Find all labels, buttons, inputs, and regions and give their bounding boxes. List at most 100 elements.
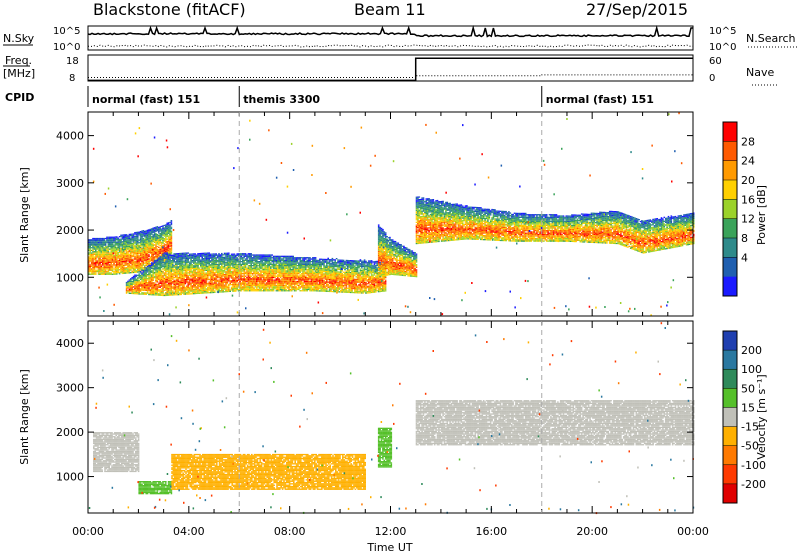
power-cell — [249, 274, 251, 276]
power-cell — [146, 277, 149, 280]
power-cell — [170, 283, 173, 286]
power-cell — [106, 247, 108, 249]
power-cell — [128, 261, 131, 263]
power-cell — [103, 273, 105, 275]
power-cell — [167, 282, 170, 284]
power-cell — [312, 269, 314, 271]
power-cell — [125, 292, 128, 294]
power-cell — [181, 292, 184, 294]
power-cell — [158, 266, 160, 268]
power-cell — [295, 259, 297, 261]
power-cell — [278, 280, 280, 283]
power-cell — [116, 258, 118, 261]
power-cell — [95, 265, 97, 267]
power-cell — [249, 265, 251, 267]
power-cell — [163, 228, 166, 230]
power-cell — [166, 284, 168, 286]
power-cell — [275, 280, 278, 283]
power-cell — [107, 244, 110, 246]
power-cell — [116, 273, 118, 275]
power-cell — [176, 280, 178, 283]
power-cell — [142, 264, 145, 266]
power-cell — [137, 239, 139, 241]
power-cell — [296, 275, 299, 277]
power-cell — [149, 248, 152, 250]
power-cell — [242, 269, 244, 271]
power-cell — [247, 280, 250, 283]
power-cell — [163, 289, 166, 291]
power-cell — [174, 266, 177, 268]
power-cell — [288, 266, 290, 268]
power-cell — [145, 259, 147, 261]
power-cell — [258, 265, 261, 267]
power-cell — [160, 241, 163, 243]
power-cell — [284, 276, 286, 279]
power-cell — [176, 279, 178, 281]
power-cell — [289, 265, 292, 267]
power-cell — [160, 231, 163, 233]
power-cell — [137, 258, 139, 260]
power-cell — [139, 256, 142, 258]
power-cell — [181, 269, 184, 272]
power-cell — [235, 278, 237, 280]
power-cell — [243, 275, 245, 277]
power-cell — [303, 272, 306, 275]
power-cell — [282, 255, 285, 257]
power-cell — [285, 271, 287, 273]
power-cell — [207, 268, 209, 270]
power-cell — [152, 256, 154, 258]
power-cell — [172, 286, 174, 288]
power-cell — [218, 276, 220, 279]
power-cell — [237, 282, 240, 284]
power-cell — [162, 293, 164, 295]
cpid-segment-label: themis 3300 — [243, 93, 320, 106]
power-cell — [226, 253, 229, 256]
power-cell — [177, 254, 180, 256]
power-cell — [267, 270, 269, 272]
power-cell — [120, 243, 122, 246]
power-cell — [223, 291, 226, 293]
power-cell — [139, 285, 142, 287]
power-cell — [176, 272, 178, 275]
power-cell — [181, 267, 184, 269]
power-cell — [179, 284, 181, 286]
power-cell — [159, 251, 161, 253]
power-cell — [302, 287, 304, 289]
power-cell — [292, 257, 294, 259]
power-cell — [162, 276, 164, 278]
power-cell — [131, 265, 133, 267]
power-cell — [118, 273, 121, 275]
power-cell — [142, 249, 145, 252]
power-cell — [282, 278, 285, 280]
power-cell — [303, 266, 306, 268]
power-cell — [166, 285, 168, 287]
power-cell — [188, 286, 191, 288]
power-cell — [195, 286, 198, 288]
power-cell — [151, 253, 153, 255]
power-cell — [139, 265, 142, 267]
power-cell — [149, 236, 152, 238]
power-cell — [138, 284, 140, 286]
power-cell — [113, 273, 115, 275]
power-cell — [160, 278, 163, 281]
power-cell — [155, 293, 157, 295]
power-cell — [291, 259, 293, 261]
power-cell — [289, 255, 292, 257]
power-cell — [225, 291, 227, 293]
power-cell — [305, 271, 307, 273]
power-cell — [95, 253, 97, 256]
power-cell — [160, 264, 163, 266]
power-cell — [169, 257, 171, 259]
power-cell — [118, 240, 121, 242]
power-cell — [288, 267, 290, 269]
power-cell — [264, 254, 266, 256]
power-cell — [281, 286, 283, 288]
power-cell — [114, 273, 117, 275]
power-cell — [155, 251, 157, 253]
power-cell — [162, 229, 164, 231]
power-cell — [229, 274, 231, 277]
power-cell — [277, 269, 279, 271]
power-cell — [155, 274, 157, 276]
power-cell — [218, 265, 220, 267]
power-cell — [159, 250, 161, 252]
